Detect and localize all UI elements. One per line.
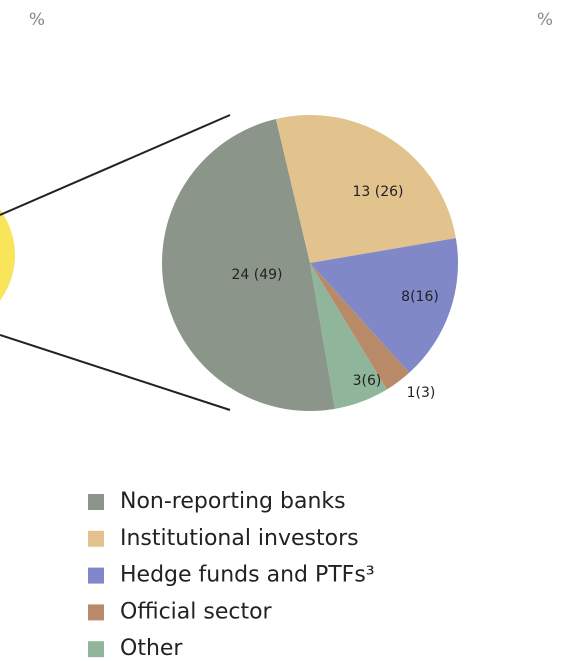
legend-swatch bbox=[88, 567, 104, 584]
value-label: 3(6) bbox=[353, 373, 382, 389]
unit-label: % bbox=[537, 10, 553, 30]
legend-swatch bbox=[88, 494, 104, 510]
pie-slice bbox=[310, 263, 387, 409]
value-label: 1(3) bbox=[407, 385, 436, 401]
pie-slice bbox=[310, 263, 410, 390]
legend-label: Other bbox=[120, 636, 183, 661]
left-pie-edge bbox=[0, 209, 15, 301]
legend-label: Institutional investors bbox=[120, 526, 359, 551]
value-label: 8(16) bbox=[401, 289, 439, 305]
legend-swatch bbox=[88, 641, 104, 658]
legend-label: Official sector bbox=[120, 599, 273, 624]
legend-swatch bbox=[88, 604, 104, 621]
legend-label: Non-reporting banks bbox=[120, 489, 346, 514]
connector-line bbox=[0, 334, 231, 411]
unit-label: % bbox=[29, 10, 45, 30]
pie-slice bbox=[275, 114, 456, 263]
value-label: 24 (49) bbox=[231, 267, 282, 283]
pie-slice bbox=[162, 118, 335, 411]
pie-slice bbox=[310, 238, 459, 373]
legend-label: Hedge funds and PTFs³ bbox=[120, 563, 375, 588]
value-label: 13 (26) bbox=[352, 184, 403, 200]
connector-line bbox=[0, 114, 231, 216]
legend-swatch bbox=[88, 530, 104, 547]
